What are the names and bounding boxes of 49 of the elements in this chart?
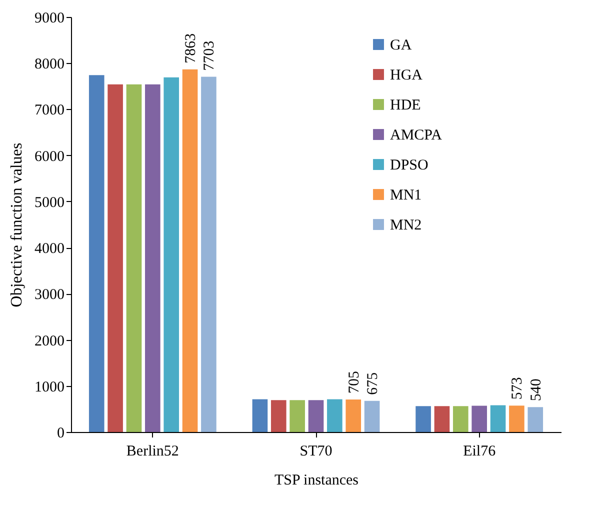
- legend-label: DPSO: [390, 158, 429, 174]
- x-tick-label: ST70: [300, 444, 332, 460]
- y-tick-label: 1000: [34, 379, 64, 396]
- y-tick-label: 5000: [34, 194, 64, 211]
- y-tick-label: 7000: [34, 102, 64, 119]
- bar: [126, 84, 142, 432]
- y-tick-label: 6000: [34, 148, 64, 165]
- bar: [327, 399, 342, 432]
- y-tick-label: 8000: [34, 56, 64, 73]
- legend-label: GA: [390, 38, 412, 54]
- bar: [201, 76, 216, 432]
- y-tick-label: 4000: [34, 241, 64, 258]
- x-axis-title: TSP instances: [274, 472, 359, 488]
- bar: [346, 399, 362, 432]
- bar: [472, 406, 487, 432]
- y-tick-label: 3000: [34, 287, 64, 304]
- bar: [145, 84, 160, 432]
- data-label: 7863: [183, 33, 200, 64]
- bar: [364, 400, 380, 432]
- data-label: 540: [528, 378, 544, 402]
- data-label: 675: [365, 372, 382, 395]
- legend-label: HDE: [390, 98, 421, 114]
- y-tick-label: 0: [57, 426, 64, 442]
- bar: [182, 69, 198, 432]
- x-tick-label: Eil76: [463, 444, 496, 460]
- bar: [452, 406, 468, 432]
- x-tick-label: Berlin52: [126, 444, 179, 460]
- legend-label: MN2: [390, 218, 422, 234]
- y-axis-title: Objective function values: [8, 142, 26, 308]
- y-tick-label: 2000: [34, 333, 64, 350]
- bar: [270, 400, 286, 432]
- bar: [290, 400, 305, 432]
- bar: [434, 406, 450, 432]
- bar: [88, 75, 104, 432]
- legend-label: HGA: [390, 68, 423, 84]
- legend-label: AMCPA: [390, 128, 442, 144]
- bar: [509, 406, 524, 432]
- bar: [528, 407, 544, 432]
- data-label: 573: [510, 377, 526, 400]
- bar: [308, 400, 324, 432]
- bar: [252, 399, 268, 432]
- bar: [416, 406, 431, 432]
- y-tick-label: 9000: [34, 10, 64, 26]
- bar: [490, 405, 506, 432]
- data-label: 7703: [202, 40, 218, 71]
- bar: [108, 84, 123, 432]
- bar: [164, 77, 180, 432]
- data-label: 705: [346, 370, 362, 394]
- legend-label: MN1: [390, 188, 422, 204]
